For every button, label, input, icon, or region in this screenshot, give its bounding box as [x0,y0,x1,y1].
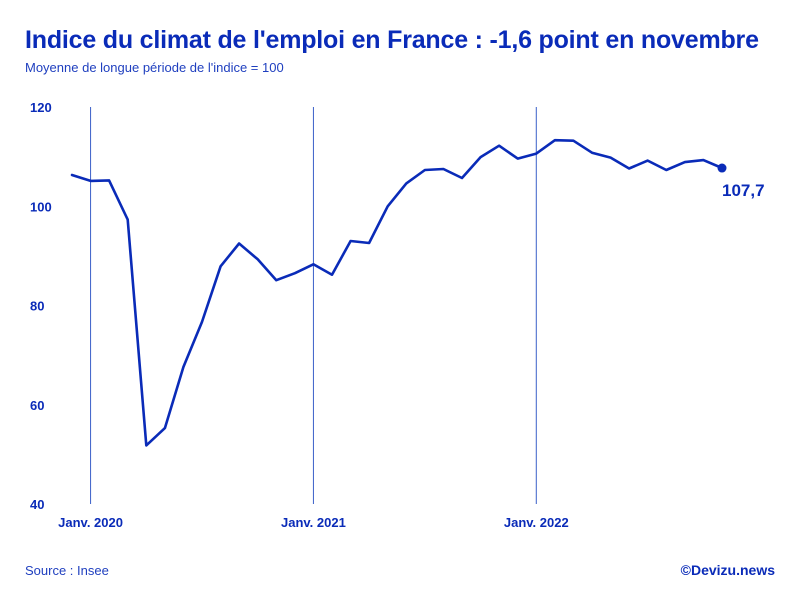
y-tick-label: 40 [30,497,44,512]
data-point [312,263,314,265]
data-point [201,321,203,323]
data-point [349,240,351,242]
data-point [71,174,73,176]
data-point [647,159,649,161]
y-tick-label: 80 [30,299,44,314]
data-point [424,169,426,171]
y-tick-label: 100 [30,199,52,214]
data-point [219,265,221,267]
data-point [665,169,667,171]
y-tick-label: 60 [30,398,44,413]
data-point [331,274,333,276]
x-axis-ticks: Janv. 2020 Janv. 2021 Janv. 2022 [58,515,569,530]
x-tick-label: Janv. 2022 [504,515,569,530]
data-point [275,279,277,281]
chart-subtitle: Moyenne de longue période de l'indice = … [25,60,284,75]
y-tick-label: 120 [30,100,52,115]
data-point [145,444,147,446]
chart-title: Indice du climat de l'emploi en France :… [25,26,759,54]
last-point-label: 107,7 [722,181,765,200]
data-point [387,205,389,207]
last-point-marker [717,163,727,173]
data-point [368,242,370,244]
data-point [257,258,259,260]
x-tick-label: Janv. 2021 [281,515,346,530]
data-point [535,152,537,154]
x-tick-label: Janv. 2020 [58,515,123,530]
data-point [238,242,240,244]
data-point [182,366,184,368]
data-point [702,159,704,161]
data-point [572,140,574,142]
credit-link[interactable]: ©Devizu.news [680,562,775,578]
data-point [684,161,686,163]
data-point [554,139,556,141]
data-point [498,145,500,147]
y-axis-ticks: 40 60 80 100 120 [30,100,52,512]
data-point [591,151,593,153]
data-point [89,180,91,182]
data-point [164,427,166,429]
data-point [628,167,630,169]
data-point [609,156,611,158]
data-point [405,182,407,184]
source-note: Source : Insee [25,563,109,578]
data-point [127,218,129,220]
data-point [479,156,481,158]
data-point [108,179,110,181]
data-point [517,157,519,159]
series-line [70,138,724,447]
data-point [461,177,463,179]
series-group: 107,7 [70,138,765,447]
reference-lines [90,107,537,504]
data-point [294,272,296,274]
data-point [442,168,444,170]
